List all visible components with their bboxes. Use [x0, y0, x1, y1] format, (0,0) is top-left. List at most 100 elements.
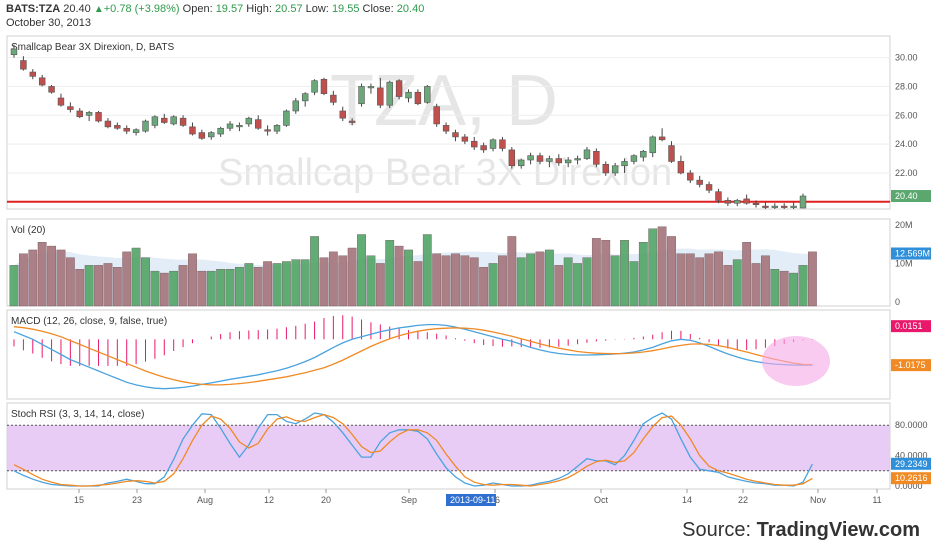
candle-body [132, 129, 140, 133]
stochrsi-d-tag-bg [891, 472, 931, 485]
candle-body [104, 120, 112, 128]
candle-body [85, 112, 93, 116]
volume-axis-tick: 10M [895, 258, 913, 268]
last-price: 20.40 [63, 3, 91, 15]
volume-bar [56, 249, 66, 307]
stochrsi-axis-tick: 0.0000 [895, 481, 923, 491]
volume-bar [216, 269, 226, 307]
volume-last-tag-bg [891, 247, 931, 260]
volume-bar [629, 261, 639, 307]
volume-bar [591, 238, 601, 307]
stochrsi-pane-title: Stoch RSI (3, 3, 14, 14, close) [11, 409, 144, 420]
macd-value-tag: -1.0175 [895, 360, 926, 370]
candle-body [414, 91, 422, 105]
candle-body [424, 86, 431, 103]
volume-bar [385, 240, 395, 307]
volume-bar [638, 242, 648, 307]
candle-body [489, 139, 497, 149]
candle-body [687, 172, 694, 181]
volume-bar [610, 255, 620, 307]
volume-bar [770, 269, 780, 307]
axis-labels: 30.00 28.00 26.00 24.00 22.00 20M 10M 0 80.0000 4… [895, 53, 928, 491]
candle-body [320, 78, 328, 94]
stochrsi-axis-tick: 80.0000 [895, 420, 928, 430]
candle-body [226, 123, 234, 129]
volume-bar [685, 253, 695, 307]
price-pane-frame [6, 35, 891, 210]
volume-bar [657, 226, 667, 307]
volume-last-tag: 12.569M [895, 249, 930, 259]
volume-bar [432, 253, 442, 307]
candle-body [161, 117, 168, 123]
price-change: +0.78 (+3.98%) [103, 3, 180, 15]
volume-bar [338, 255, 348, 307]
candle-body [311, 80, 318, 93]
macd-hist-tag: 0.0151 [895, 321, 923, 331]
volume-bar [37, 242, 47, 307]
macd-signal-line [13, 326, 813, 386]
price-axis-tick: 26.00 [895, 110, 918, 120]
volume-bar [122, 251, 132, 307]
time-axis-tick: Aug [197, 495, 213, 505]
candle-body [208, 132, 215, 138]
stochrsi-d-tag: 10.2616 [895, 473, 928, 483]
candle-body [236, 125, 243, 128]
candle-body [67, 106, 74, 110]
crosshair-date-label: 2013-09-11 [450, 495, 495, 505]
volume-bar [18, 253, 28, 307]
candle-body [95, 112, 102, 122]
volume-bar [751, 263, 761, 307]
candle-body [142, 120, 149, 132]
time-axis-tick: 14 [682, 495, 692, 505]
stochrsi-band [7, 424, 890, 472]
crosshair-date-bg [446, 494, 496, 506]
candle-body [217, 127, 224, 135]
volume-bar [281, 261, 291, 307]
macd-value-tag-bg [891, 359, 931, 372]
candle-body [292, 100, 299, 112]
candle-body [546, 158, 553, 162]
volume-bar [319, 257, 329, 307]
symbol-label: BATS:TZA [6, 3, 61, 15]
candle-body [705, 184, 713, 191]
volume-bar [131, 247, 141, 307]
candle-body [386, 81, 393, 106]
candle-body [264, 129, 271, 132]
low-value: 19.55 [331, 3, 360, 15]
volume-bar [94, 265, 103, 307]
candle-body [536, 155, 544, 162]
candle-body [330, 94, 337, 103]
stochrsi-k-tag-bg [891, 457, 931, 470]
low-label: Low: [305, 3, 329, 15]
volume-bar [188, 253, 197, 307]
candle-body [367, 86, 375, 89]
candle-body [602, 164, 609, 174]
volume-bar [554, 265, 564, 307]
candle-body [658, 136, 666, 141]
volume-bar [779, 270, 789, 307]
candlestick-series [10, 44, 807, 209]
stochrsi-axis-tick: 40.0000 [895, 451, 928, 461]
time-axis-tick: 23 [132, 495, 142, 505]
volume-bar [272, 263, 282, 307]
volume-bar [159, 272, 169, 307]
volume-bar [253, 267, 263, 307]
volume-bar [169, 270, 179, 307]
volume-bar [582, 257, 592, 307]
candle-body [471, 140, 478, 148]
time-axis-tick: 12 [264, 495, 274, 505]
volume-bar [150, 270, 160, 307]
volume-bar [244, 263, 254, 307]
price-last-tag: 20.40 [895, 191, 918, 201]
high-value: 20.57 [275, 3, 303, 15]
volume-bar [761, 255, 770, 307]
candle-body [395, 80, 403, 97]
volume-bar [75, 269, 85, 307]
candle-body [499, 139, 506, 149]
volume-bar [404, 249, 413, 307]
volume-bar [310, 236, 319, 307]
candle-body [10, 48, 18, 56]
stochrsi-overbought-oversold-band [7, 425, 890, 471]
candle-body [734, 200, 741, 204]
